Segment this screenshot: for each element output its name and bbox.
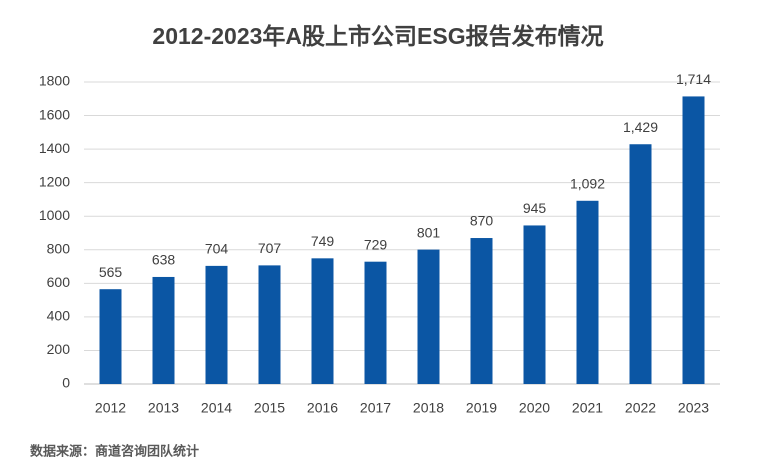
x-tick-label: 2023	[678, 400, 709, 416]
data-label: 638	[152, 252, 176, 268]
data-label: 945	[523, 200, 547, 216]
data-label: 707	[258, 240, 282, 256]
y-tick-label: 400	[47, 308, 71, 324]
y-tick-label: 0	[62, 375, 70, 391]
y-tick-label: 1400	[39, 140, 70, 156]
x-tick-label: 2019	[466, 400, 497, 416]
bar	[99, 289, 122, 384]
x-tick-label: 2022	[625, 400, 656, 416]
data-label: 704	[205, 241, 229, 257]
x-tick-label: 2016	[307, 400, 338, 416]
x-tick-label: 2020	[519, 400, 550, 416]
data-label: 801	[417, 224, 441, 240]
data-label: 729	[364, 236, 388, 252]
chart-title: 2012-2023年A股上市公司ESG报告发布情况	[152, 23, 603, 49]
data-label: 749	[311, 233, 335, 249]
y-tick-label: 800	[47, 240, 71, 256]
x-tick-label: 2013	[148, 400, 179, 416]
x-tick-label: 2017	[360, 400, 391, 416]
x-tick-label: 2021	[572, 400, 603, 416]
bar	[205, 265, 228, 384]
data-label: 1,714	[676, 71, 711, 87]
bar	[364, 261, 387, 384]
bar	[576, 200, 599, 384]
y-tick-label: 1600	[39, 106, 70, 122]
x-tick-label: 2018	[413, 400, 444, 416]
y-tick-label: 600	[47, 274, 71, 290]
data-label: 1,429	[623, 119, 658, 135]
bar	[258, 265, 281, 384]
y-tick-label: 200	[47, 341, 71, 357]
bar	[470, 238, 493, 384]
bar	[152, 276, 175, 384]
x-tick-label: 2012	[95, 400, 126, 416]
source-note: 数据来源：商道咨询团队统计	[30, 443, 199, 458]
bar	[682, 96, 705, 384]
bar	[523, 225, 546, 384]
x-tick-label: 2015	[254, 400, 285, 416]
data-label: 1,092	[570, 175, 605, 191]
bar	[311, 258, 334, 384]
bar	[417, 249, 440, 384]
y-tick-label: 1800	[39, 73, 70, 89]
y-tick-label: 1200	[39, 173, 70, 189]
data-label: 565	[99, 264, 123, 280]
bar	[629, 144, 652, 384]
y-tick-label: 1000	[39, 207, 70, 223]
x-tick-label: 2014	[201, 400, 232, 416]
data-label: 870	[470, 213, 494, 229]
